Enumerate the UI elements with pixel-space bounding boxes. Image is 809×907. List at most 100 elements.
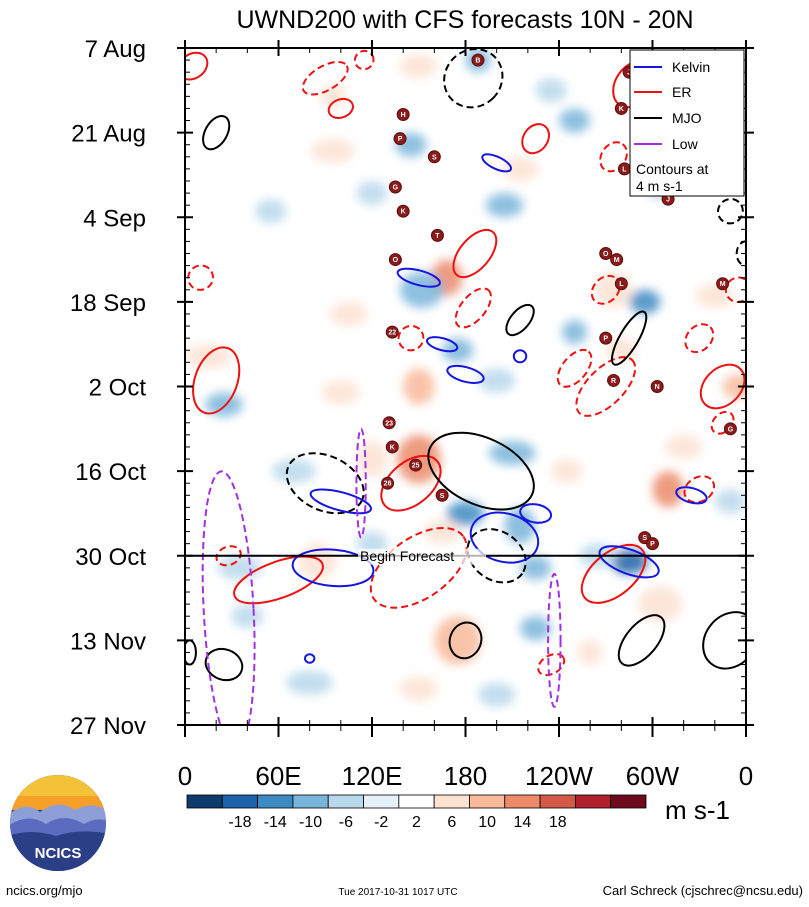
storm-label-8: G [393, 185, 399, 192]
anomaly-cell-58 [286, 670, 334, 695]
colorbar-label-9: 18 [549, 814, 567, 831]
storm-marker-14: M [610, 253, 624, 267]
axes: 7 Aug 21 Aug 4 Sep 18 Sep 2 Oct 16 Oct 30 Oct 1… [70, 36, 754, 791]
storm-label-11: T [435, 233, 440, 240]
low-contour-53 [201, 470, 256, 725]
anomaly-cell-39 [652, 471, 684, 508]
colorbar-swatch-2 [257, 794, 294, 809]
anomaly-cell-49 [520, 555, 552, 580]
mjo-contour-9 [202, 115, 231, 151]
storm-marker-8: G [388, 180, 402, 194]
storm-marker-23: K [385, 440, 399, 454]
colorbar-swatch-1 [221, 794, 259, 809]
colorbar-swatch-7 [433, 794, 470, 809]
footer-timestamp: Tue 2017-10-31 1017 UTC [338, 887, 457, 898]
er-contour-24 [683, 475, 716, 504]
storm-label-3: H [401, 112, 406, 119]
colorbar-swatch-4 [327, 794, 364, 809]
mjo-contour-34 [466, 528, 527, 584]
anomaly-cell-5 [559, 108, 591, 133]
logo-text: NCICS [35, 845, 82, 862]
kelvin-contour-45 [309, 488, 373, 515]
storm-marker-16: M [716, 277, 730, 291]
anomaly-cell-52 [333, 616, 380, 641]
anomaly-cell-51 [434, 616, 482, 665]
kelvin-contour-43 [425, 336, 459, 353]
er-contour-14 [187, 264, 214, 291]
legend: Kelvin ER MJO Low Contours at 4 m s-1 [629, 49, 745, 197]
mjo-contour-35 [735, 240, 746, 267]
kelvin-contour-50 [675, 486, 708, 505]
storm-marker-13: O [599, 247, 613, 261]
anomaly-cell-12 [255, 199, 287, 224]
colorbar-label-4: -2 [374, 814, 388, 831]
storm-marker-3: H [396, 107, 410, 121]
storm-label-24: 25 [412, 463, 420, 470]
anomaly-cell-34 [356, 440, 388, 478]
er-contour-23 [380, 454, 442, 512]
anomaly-cell-32 [633, 398, 672, 423]
colorbar-label-3: -6 [339, 814, 353, 831]
colorbar-label-8: 14 [514, 814, 532, 831]
storm-marker-17: 22 [385, 325, 399, 339]
colorbar-swatch-11 [574, 794, 612, 809]
kelvin-contour-47 [469, 511, 540, 564]
storm-marker-0: B [471, 53, 485, 67]
anomaly-cell-54 [520, 616, 552, 641]
storm-label-6: L [622, 166, 627, 173]
ytick-label-3: 18 Sep [70, 290, 146, 317]
storm-marker-28: P [646, 537, 659, 551]
storm-marker-12: O [388, 253, 402, 267]
storm-marker-20: N [650, 380, 664, 393]
anomaly-cell-27 [403, 368, 435, 405]
anomaly-cell-13 [356, 180, 388, 206]
xtick-label-6: 0 [739, 761, 753, 791]
ytick-label-0: 7 Aug [85, 36, 146, 63]
er-contour-6 [521, 123, 550, 155]
anomaly-cell-53 [231, 604, 263, 629]
ytick-label-1: 21 Aug [71, 121, 146, 148]
kelvin-contour-46 [291, 548, 375, 588]
storm-label-2: K [619, 106, 624, 113]
colorbar-label-2: -10 [299, 814, 322, 831]
anomaly-cell-4 [535, 78, 567, 103]
storm-marker-24: 25 [409, 458, 423, 472]
storm-label-26: S [440, 493, 445, 500]
storm-marker-6: L [617, 162, 631, 176]
kelvin-contour-51 [512, 349, 528, 364]
ytick-label-2: 4 Sep [83, 205, 146, 232]
er-contour-19 [556, 348, 593, 388]
anomaly-cell-59 [477, 682, 516, 707]
storm-label-5: S [432, 154, 437, 161]
colorbar-swatch-9 [504, 794, 541, 809]
storm-markers: BJKHPSL10GKJTOOMLM22PRNG23K2526SSP [381, 53, 737, 551]
storm-label-15: L [619, 281, 624, 288]
storm-label-25: 26 [384, 481, 392, 488]
anomaly-cell-21 [185, 344, 232, 369]
footer-url: ncics.org/mjo [6, 883, 83, 898]
legend-note-line2: 4 m s-1 [636, 178, 683, 194]
xtick-label-0: 0 [178, 761, 192, 791]
storm-label-17: 22 [388, 330, 396, 337]
anomaly-cell-44 [423, 519, 461, 544]
er-contour-29 [215, 545, 242, 567]
anomaly-cell-48 [217, 555, 262, 580]
xtick-label-1: 60E [255, 761, 301, 791]
storm-marker-9: K [396, 204, 410, 218]
storm-label-14: M [614, 257, 620, 264]
anomaly-cell-60 [400, 676, 438, 701]
anomaly-cell-36 [488, 440, 536, 466]
anomaly-cell-42 [504, 507, 536, 544]
colorbar-swatch-6 [398, 794, 435, 809]
storm-marker-25: 26 [381, 476, 395, 490]
storm-marker-18: P [599, 331, 613, 345]
colorbar-swatch-12 [610, 794, 647, 809]
forecast-start-label: Begin Forecast [360, 548, 454, 564]
mjo-contour-32 [427, 431, 535, 511]
er-contour-15 [590, 274, 621, 305]
anomaly-cell-41 [446, 501, 485, 526]
storm-marker-22: 23 [382, 416, 396, 430]
colorbar-unit: m s-1 [665, 795, 730, 825]
anomaly-cell-37 [551, 459, 583, 484]
kelvin-contour-42 [396, 267, 441, 288]
